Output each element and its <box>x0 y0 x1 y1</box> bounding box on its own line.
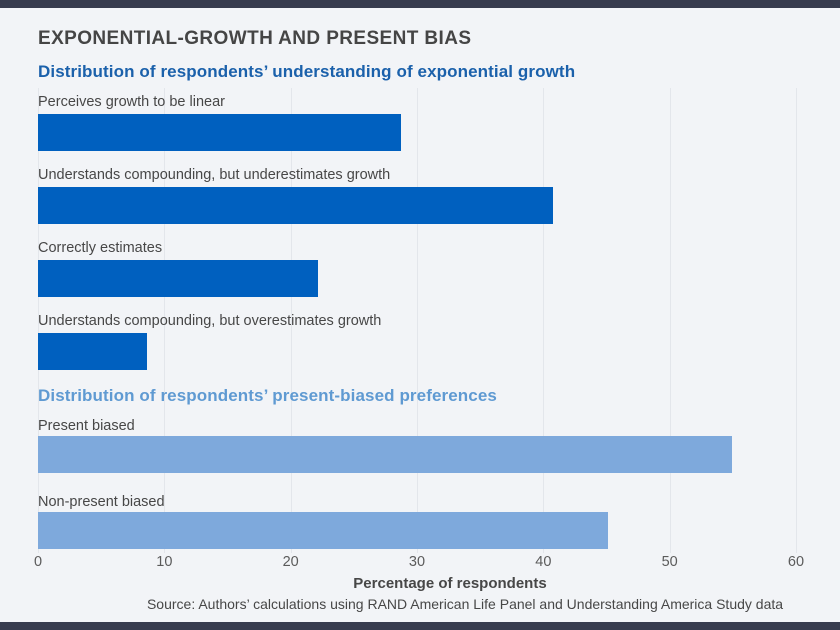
bar-label: Non-present biased <box>38 494 165 510</box>
x-tick-label: 10 <box>156 554 173 570</box>
bar <box>38 187 554 224</box>
x-tick-label: 40 <box>535 554 552 570</box>
source-note: Source: Authors’ calculations using RAND… <box>146 596 784 612</box>
gridline-30 <box>417 88 418 553</box>
bottom-border-bar <box>0 622 840 630</box>
x-tick-label: 30 <box>408 554 426 570</box>
bar <box>38 333 147 370</box>
chart-subtitle-1: Distribution of respondents’ understandi… <box>38 62 576 81</box>
bar-label: Understands compounding, but underestima… <box>38 167 391 183</box>
bar <box>38 260 319 297</box>
bar <box>38 436 732 473</box>
gridline-60 <box>796 88 797 553</box>
bar-label: Correctly estimates <box>38 240 163 256</box>
x-axis-title: Percentage of respondents <box>353 575 547 592</box>
x-tick-label: 50 <box>661 554 678 570</box>
gridline-10 <box>164 88 166 553</box>
bar <box>38 114 401 151</box>
bar-label: Perceives growth to be linear <box>38 94 225 110</box>
gridline-0 <box>38 88 39 553</box>
bar-label: Understands compounding, but overestimat… <box>38 313 382 329</box>
chart-subtitle-2: Distribution of respondents’ present-bia… <box>38 386 497 405</box>
bar-label: Present biased <box>38 418 135 434</box>
x-tick-label: 0 <box>33 554 43 570</box>
bar <box>38 512 608 549</box>
gridline-20 <box>290 88 292 553</box>
x-tick-label: 60 <box>787 554 805 570</box>
figure-title: EXPONENTIAL-GROWTH AND PRESENT BIAS <box>38 28 472 49</box>
gridline-40 <box>543 88 545 553</box>
top-border-bar <box>0 0 840 8</box>
gridline-50 <box>669 88 671 553</box>
x-tick-label: 20 <box>282 554 299 570</box>
